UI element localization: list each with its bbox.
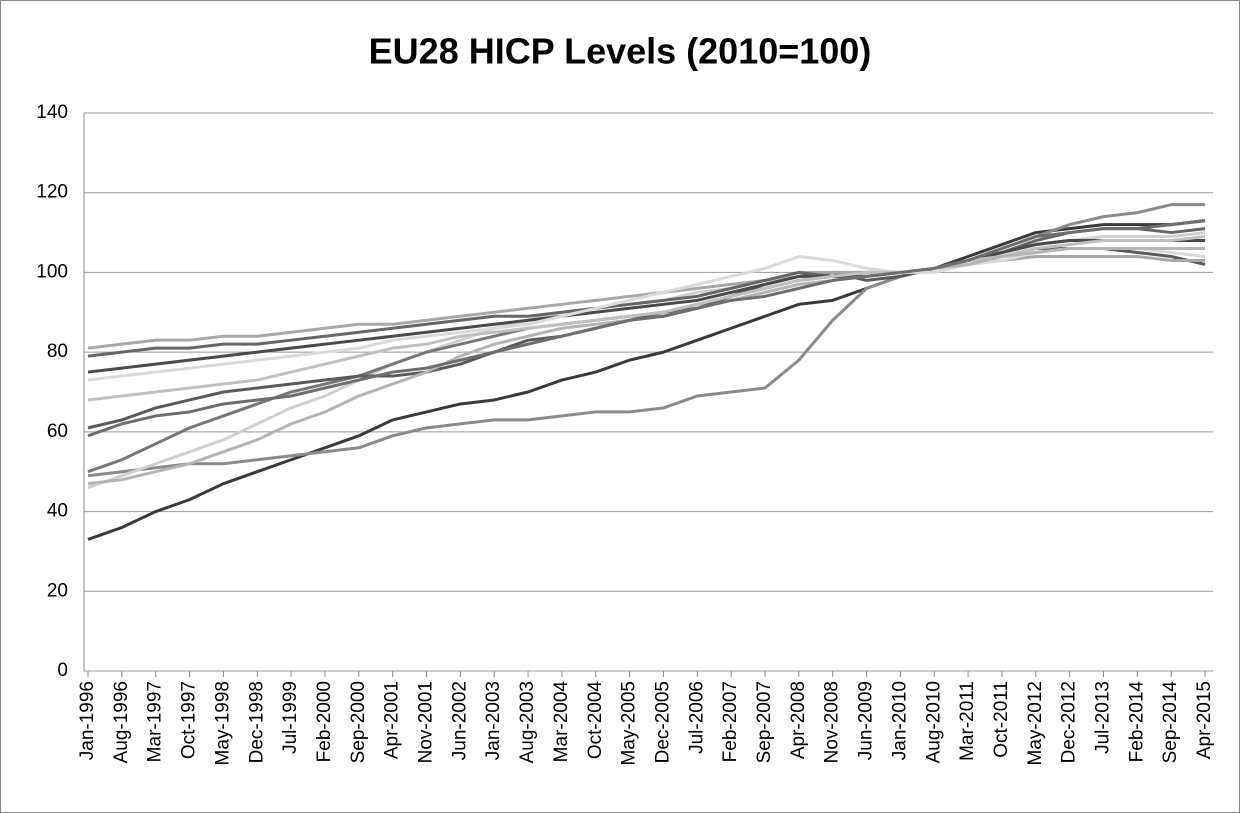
x-tick-label: Mar-1997	[145, 681, 166, 762]
x-tick-label: Jun-2009	[856, 681, 877, 760]
series-line	[87, 219, 1206, 541]
y-tick-label: 100	[36, 261, 68, 282]
y-tick-label: 120	[36, 182, 68, 203]
y-tick-label: 60	[47, 421, 68, 442]
series-line	[87, 247, 1206, 382]
x-tick-label: Oct-2004	[585, 681, 606, 760]
x-tick-label: Jun-2002	[449, 681, 470, 760]
series-line	[87, 227, 1206, 358]
x-tick-label: Mar-2004	[551, 681, 572, 763]
x-tick-label: Jul-2006	[686, 681, 707, 754]
y-tick-label: 20	[47, 580, 68, 601]
chart-title: EU28 HICP Levels (2010=100)	[369, 31, 872, 72]
y-tick-label: 140	[36, 102, 68, 123]
y-tick-label: 0	[57, 660, 68, 681]
x-tick-label: Dec-2005	[652, 681, 673, 763]
x-tick-label: Sep-2014	[1160, 681, 1181, 764]
x-tick-label: Oct-2011	[991, 681, 1012, 758]
x-tick-label: May-1998	[212, 681, 233, 766]
x-tick-label: Feb-2000	[314, 681, 335, 762]
x-tick-label: Apr-2008	[788, 681, 809, 759]
x-tick-label: Jan-1996	[77, 681, 98, 760]
x-tick-label: Dec-2012	[1059, 681, 1080, 763]
x-tick-label: Aug-1996	[111, 681, 132, 763]
x-tick-label: Feb-2014	[1126, 681, 1147, 763]
x-tick-label: Sep-2007	[754, 681, 775, 763]
y-tick-label: 40	[47, 501, 68, 522]
y-tick-label: 80	[47, 341, 68, 362]
series-line	[87, 219, 1206, 438]
x-tick-label: Aug-2010	[923, 681, 944, 763]
x-tick-label: Dec-1998	[246, 681, 267, 763]
series-line	[87, 235, 1206, 402]
x-tick-label: Jul-1999	[280, 681, 301, 754]
x-tick-label: May-2005	[619, 681, 640, 766]
x-tick-label: Apr-2015	[1194, 681, 1215, 759]
x-tick-label: Feb-2007	[720, 681, 741, 762]
x-tick-label: May-2012	[1025, 681, 1046, 766]
x-tick-label: Mar-2011	[957, 681, 978, 761]
x-tick-label: Apr-2001	[382, 681, 403, 759]
x-tick-label: Jan-2003	[483, 681, 504, 760]
x-tick-label: Sep-2000	[348, 681, 369, 763]
series-line	[87, 239, 1206, 374]
x-tick-label: Jul-2013	[1093, 681, 1114, 754]
series-line	[87, 254, 1206, 350]
x-tick-label: Jan-2010	[889, 681, 910, 760]
x-tick-label: Oct-1997	[179, 681, 200, 759]
x-tick-label: Nov-2008	[822, 681, 843, 763]
x-tick-label: Nov-2001	[416, 681, 437, 763]
x-tick-label: Aug-2003	[517, 681, 538, 763]
